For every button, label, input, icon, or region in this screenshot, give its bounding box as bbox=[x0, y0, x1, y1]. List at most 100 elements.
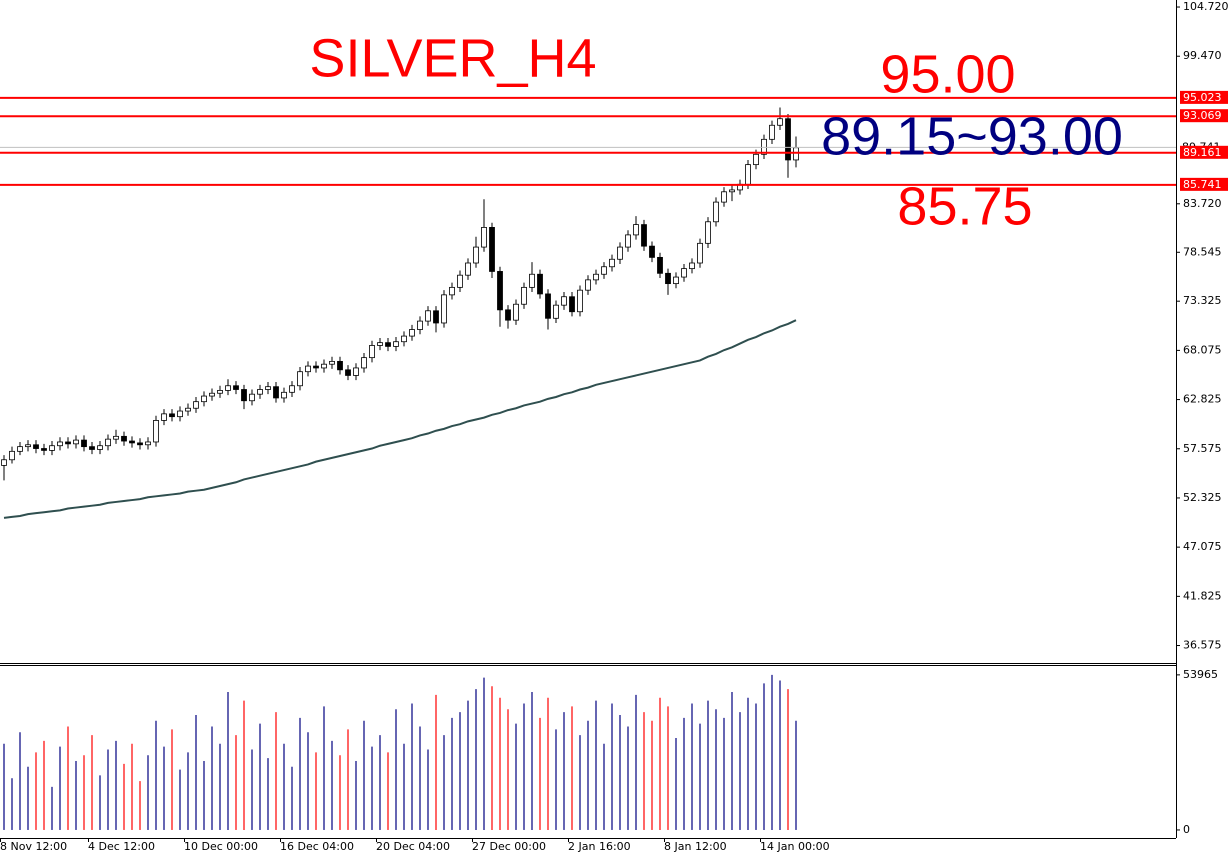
candle-body bbox=[713, 201, 719, 223]
x-tick-label: 14 Jan 00:00 bbox=[760, 840, 830, 852]
level-label-box bbox=[1180, 109, 1228, 123]
candle-body bbox=[65, 441, 71, 445]
level-label: 89.161 bbox=[1183, 146, 1222, 159]
candle-body bbox=[385, 342, 391, 347]
y-tick-label: 68.075 bbox=[1183, 343, 1222, 356]
candle-body bbox=[417, 320, 423, 330]
candle-body bbox=[185, 407, 191, 412]
candle-body bbox=[353, 367, 359, 376]
candle-body bbox=[753, 153, 759, 166]
candle-body bbox=[689, 262, 695, 270]
candle-body bbox=[705, 221, 711, 244]
candle-body bbox=[473, 246, 479, 264]
candle-body bbox=[521, 286, 527, 305]
candle-body bbox=[377, 342, 383, 346]
candle-body bbox=[577, 289, 583, 313]
candle-body bbox=[177, 410, 183, 418]
candle-body bbox=[409, 329, 415, 337]
candle-body bbox=[393, 341, 399, 347]
x-tick-label: 2 Jan 16:00 bbox=[568, 840, 631, 852]
level-label-box bbox=[1180, 90, 1228, 104]
y-tick-label: 83.720 bbox=[1183, 197, 1222, 210]
candle-body bbox=[329, 360, 335, 365]
candle-body bbox=[241, 389, 247, 402]
candle-body bbox=[497, 271, 503, 311]
candle-body bbox=[665, 272, 671, 285]
candle-body bbox=[489, 227, 495, 272]
candle-body bbox=[465, 262, 471, 276]
candle-body bbox=[729, 189, 735, 193]
candle-body bbox=[273, 386, 279, 399]
candle-body bbox=[305, 365, 311, 373]
candle-body bbox=[641, 224, 647, 247]
candle-body bbox=[25, 444, 31, 448]
candle-body bbox=[513, 303, 519, 321]
candle-body bbox=[345, 369, 351, 376]
candle-body bbox=[145, 441, 151, 446]
x-tick-label: 4 Dec 12:00 bbox=[88, 840, 155, 852]
candle-body bbox=[33, 444, 39, 449]
y-tick-label: 78.545 bbox=[1183, 245, 1222, 258]
candle-body bbox=[433, 310, 439, 324]
annotation: 85.75 bbox=[897, 176, 1032, 236]
annotation: 89.15~93.00 bbox=[821, 106, 1123, 166]
candle-body bbox=[289, 385, 295, 393]
candle-body bbox=[697, 242, 703, 264]
candle-body bbox=[361, 357, 367, 369]
candle-body bbox=[681, 268, 687, 278]
candle-body bbox=[633, 224, 639, 236]
candle-body bbox=[49, 445, 55, 451]
candle-body bbox=[337, 360, 343, 371]
candle-body bbox=[457, 274, 463, 288]
candle-body bbox=[441, 294, 447, 324]
candle-body bbox=[537, 273, 543, 295]
candle-body bbox=[369, 345, 375, 359]
candle-body bbox=[121, 435, 127, 442]
candle-body bbox=[481, 227, 487, 248]
x-tick-label: 8 Jan 12:00 bbox=[664, 840, 727, 852]
candle-body bbox=[193, 401, 199, 409]
candle-body bbox=[321, 363, 327, 369]
candle-body bbox=[9, 450, 15, 461]
level-label: 85.741 bbox=[1183, 178, 1222, 191]
y-tick-label: 104.720 bbox=[1183, 0, 1228, 13]
candle-body bbox=[313, 365, 319, 369]
candle-body bbox=[97, 445, 103, 450]
candle-body bbox=[257, 389, 263, 395]
candle-body bbox=[225, 385, 231, 391]
candle-body bbox=[17, 446, 23, 452]
candle-body bbox=[617, 246, 623, 260]
candle-body bbox=[625, 234, 631, 248]
candle-body bbox=[129, 440, 135, 444]
candle-body bbox=[649, 245, 655, 258]
x-tick-label: 10 Dec 00:00 bbox=[184, 840, 258, 852]
y-tick-label: 47.075 bbox=[1183, 540, 1222, 553]
candle-body bbox=[249, 393, 255, 402]
candle-body bbox=[89, 446, 95, 450]
candle-body bbox=[233, 385, 239, 390]
candle-body bbox=[529, 273, 535, 288]
candle-body bbox=[569, 296, 575, 313]
y-tick-label: 52.325 bbox=[1183, 491, 1222, 504]
x-tick-label: 16 Dec 04:00 bbox=[280, 840, 354, 852]
candle-body bbox=[657, 256, 663, 274]
candle-body bbox=[545, 293, 551, 319]
moving-average bbox=[3, 319, 797, 519]
y-tick-label: 99.470 bbox=[1183, 49, 1222, 62]
candle-body bbox=[73, 439, 79, 445]
candle-body bbox=[769, 124, 775, 140]
candle-body bbox=[209, 392, 215, 397]
y-tick-label: 57.575 bbox=[1183, 442, 1222, 455]
candle-body bbox=[609, 258, 615, 268]
y-tick-label: 73.325 bbox=[1183, 294, 1222, 307]
candle-body bbox=[593, 273, 599, 281]
candle-body bbox=[201, 395, 207, 403]
candle-body bbox=[105, 438, 111, 447]
candle-body bbox=[585, 279, 591, 291]
candle-body bbox=[265, 386, 271, 390]
volume-tick-label: 0 bbox=[1183, 823, 1190, 836]
candle-body bbox=[425, 310, 431, 322]
y-tick-label: 62.825 bbox=[1183, 393, 1222, 406]
